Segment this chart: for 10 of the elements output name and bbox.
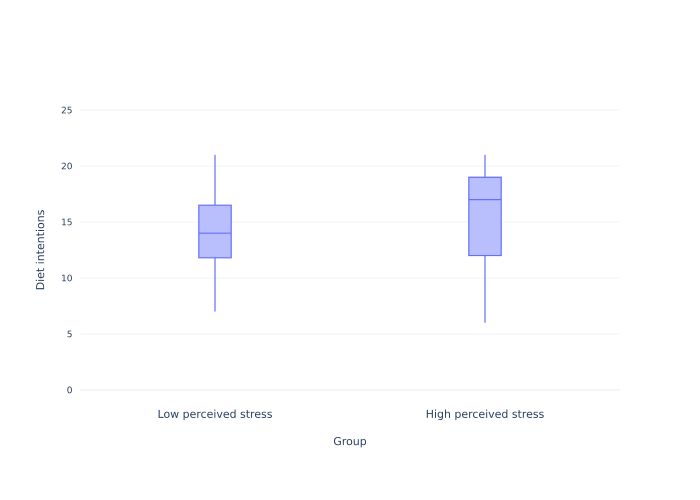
x-axis-title: Group <box>334 436 366 448</box>
x-tick-label: Low perceived stress <box>158 410 272 420</box>
y-tick-label: 20 <box>62 162 72 170</box>
y-tick-label: 5 <box>67 330 72 338</box>
x-tick-label: High perceived stress <box>426 410 544 420</box>
y-tick-label: 25 <box>62 106 72 114</box>
y-tick-label: 10 <box>62 274 72 282</box>
y-tick-label: 15 <box>62 218 72 226</box>
y-tick-label: 0 <box>67 386 72 394</box>
y-axis-title: Diet intentions <box>36 210 44 290</box>
